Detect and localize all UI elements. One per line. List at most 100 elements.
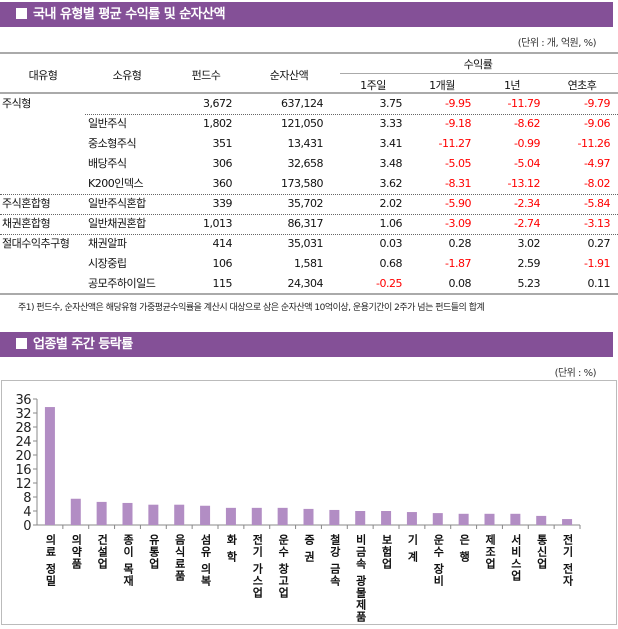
y-tick-label: 16 (15, 463, 31, 478)
cell-funds: 1,802 (203, 117, 233, 130)
header-1w: 1주일 (360, 79, 386, 92)
bar (562, 519, 573, 525)
bar (44, 407, 55, 525)
header-assets: 순자산액 (269, 69, 309, 82)
bar (484, 513, 495, 525)
cell-minor: 중소형주식 (88, 137, 137, 150)
x-tick-label: 기 계 (405, 534, 419, 563)
cell-m1: -5.05 (445, 157, 471, 170)
divider (85, 114, 618, 115)
unit-label: (단위 : 개, 억원, %) (517, 38, 597, 49)
cell-assets: 24,304 (287, 277, 324, 290)
x-tick-label: 화 학 (224, 534, 238, 563)
table-row: 주식형 3,672 637,124 3.75 -9.95 -11.79 -9.79 (0, 94, 618, 114)
cell-ytd: -9.79 (584, 97, 610, 110)
bar (70, 498, 81, 525)
divider (0, 214, 618, 215)
x-tick-label: 운수 장비 (431, 534, 445, 587)
cell-major: 주식형 (2, 97, 31, 110)
x-tick-label: 제조업 (483, 534, 497, 570)
x-tick-label: 음식료품 (173, 534, 187, 582)
cell-y1: 3.02 (517, 237, 541, 250)
cell-assets: 35,031 (287, 237, 324, 250)
section-title-bar: 업종별 주간 등락률 (0, 332, 613, 357)
cell-major: 주식혼합형 (2, 197, 51, 210)
cell-y1: -13.12 (507, 177, 541, 190)
table-row: 중소형주식 351 13,431 3.41 -11.27 -0.99 -11.26 (0, 134, 618, 154)
divider (0, 92, 618, 94)
divider (0, 234, 618, 235)
cell-m1: -3.09 (445, 217, 471, 230)
cell-funds: 339 (212, 197, 233, 210)
bar (329, 509, 340, 525)
bar (200, 505, 211, 525)
cell-y1: -0.99 (514, 137, 540, 150)
table-row: 절대수익추구형 채권알파 414 35,031 0.03 0.28 3.02 0.27 (0, 234, 618, 254)
cell-minor: K200인덱스 (88, 177, 144, 190)
cell-w1: 1.06 (379, 217, 403, 230)
y-tick-label: 28 (15, 421, 31, 436)
cell-funds: 351 (212, 137, 233, 150)
table-row: 일반주식 1,802 121,050 3.33 -9.18 -8.62 -9.06 (0, 114, 618, 134)
header-1m: 1개월 (429, 79, 455, 92)
cell-minor: 배당주식 (88, 157, 127, 170)
cell-funds: 360 (212, 177, 233, 190)
cell-assets: 86,317 (287, 217, 324, 230)
cell-assets: 13,431 (287, 137, 324, 150)
bar (148, 504, 159, 525)
cell-m1: 0.28 (448, 237, 472, 250)
bar (432, 513, 443, 525)
y-tick-label: 20 (15, 449, 31, 464)
square-icon (16, 338, 27, 349)
bar (536, 515, 547, 525)
table-row: 배당주식 306 32,658 3.48 -5.05 -5.04 -4.97 (0, 154, 618, 174)
x-tick-label: 철강 금속 (328, 534, 342, 587)
cell-minor: 채권알파 (88, 237, 127, 250)
cell-minor: 일반채권혼합 (88, 217, 146, 230)
cell-y1: -11.79 (507, 97, 541, 110)
cell-minor: 시장중립 (88, 257, 127, 270)
y-tick-label: 32 (15, 407, 31, 422)
cell-y1: 2.59 (517, 257, 541, 270)
cell-minor: 일반주식 (88, 117, 127, 130)
cell-ytd: -5.84 (584, 197, 610, 210)
bar (122, 502, 133, 525)
cell-ytd: -3.13 (584, 217, 610, 230)
x-tick-label: 운수 창고업 (276, 534, 290, 599)
cell-m1: -9.95 (445, 97, 471, 110)
divider (340, 73, 618, 74)
cell-ytd: -9.06 (584, 117, 610, 130)
header-ytd: 연초후 (567, 79, 597, 92)
x-tick-label: 전기 전자 (561, 534, 575, 587)
bar (406, 512, 417, 525)
cell-major: 절대수익추구형 (2, 237, 70, 250)
cell-funds: 414 (212, 237, 233, 250)
y-tick-label: 12 (15, 477, 31, 492)
cell-assets: 1,581 (294, 257, 324, 270)
cell-w1: 3.33 (379, 117, 403, 130)
cell-w1: 0.03 (379, 237, 403, 250)
cell-y1: -2.74 (514, 217, 540, 230)
divider (0, 52, 618, 54)
divider (0, 293, 618, 295)
cell-assets: 121,050 (281, 117, 324, 130)
header-1y: 1년 (503, 79, 521, 92)
table-row: 채권혼합형 일반채권혼합 1,013 86,317 1.06 -3.09 -2.74 -3.1… (0, 214, 618, 234)
cell-w1: 0.68 (379, 257, 403, 270)
footnote: 주1) 펀드수, 순자산액은 해당유형 가중평균수익률을 계산시 대상으로 삼은… (18, 303, 485, 313)
cell-w1: 2.02 (379, 197, 403, 210)
cell-y1: -8.62 (514, 117, 540, 130)
cell-funds: 306 (212, 157, 233, 170)
bar (303, 508, 314, 525)
cell-w1: 3.75 (379, 97, 403, 110)
y-tick-label: 36 (15, 393, 31, 408)
section-title-bar: 국내 유형별 평균 수익률 및 순자산액 (0, 2, 613, 27)
cell-ytd: 0.27 (587, 237, 611, 250)
cell-assets: 32,658 (287, 157, 324, 170)
y-tick-label: 8 (23, 491, 31, 506)
section-title: 국내 유형별 평균 수익률 및 순자산액 (33, 7, 226, 22)
cell-major: 채권혼합형 (2, 217, 51, 230)
table-row: 주식혼합형 일반주식혼합 339 35,702 2.02 -5.90 -2.34 -5.84 (0, 194, 618, 214)
header-funds: 펀드수 (191, 69, 221, 82)
